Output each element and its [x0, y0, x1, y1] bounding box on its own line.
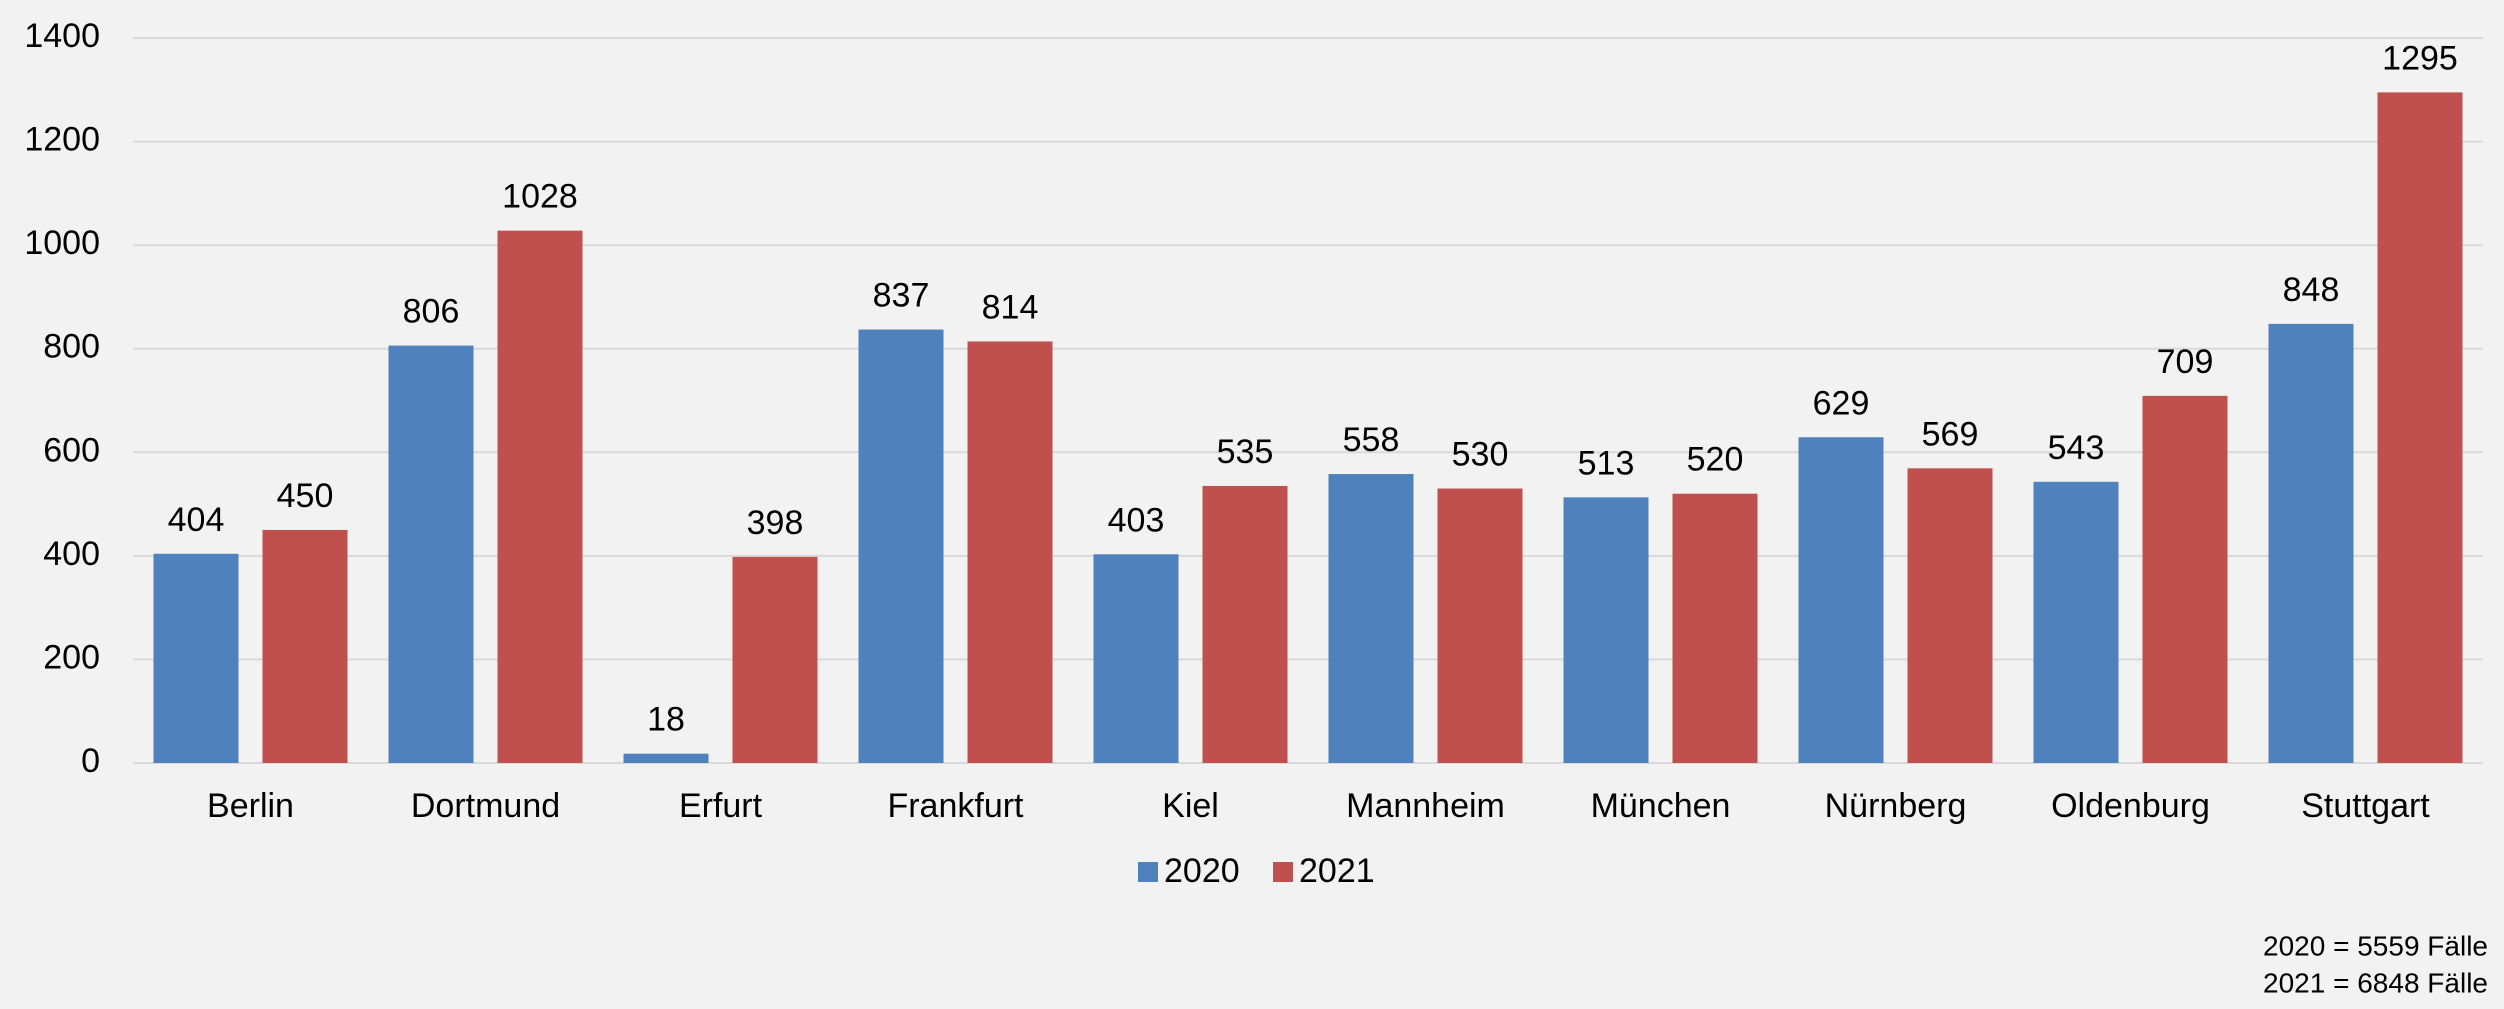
x-tick-label: Mannheim — [1346, 787, 1505, 825]
x-tick-label: Erfurt — [679, 787, 763, 825]
data-label: 569 — [1922, 415, 1979, 453]
legend-label: 2021 — [1299, 852, 1375, 890]
bar — [1798, 437, 1884, 763]
data-label: 543 — [2048, 429, 2105, 467]
x-tick-label: Oldenburg — [2051, 787, 2210, 825]
bar — [1437, 488, 1523, 763]
data-label: 848 — [2283, 271, 2340, 309]
y-tick-label: 1400 — [24, 17, 100, 55]
x-tick-label: München — [1591, 787, 1731, 825]
data-label: 837 — [873, 277, 930, 315]
data-label: 629 — [1813, 384, 1870, 422]
data-label: 806 — [403, 293, 460, 331]
data-label: 530 — [1452, 436, 1509, 474]
data-label: 398 — [747, 504, 804, 542]
data-label: 1295 — [2382, 39, 2458, 77]
bar — [1328, 474, 1414, 763]
x-tick-label: Dortmund — [411, 787, 560, 825]
legend-swatch — [1273, 862, 1293, 882]
x-tick-label: Frankfurt — [887, 787, 1024, 825]
bar — [2033, 481, 2119, 763]
bar — [2377, 92, 2463, 763]
x-tick-label: Nürnberg — [1825, 787, 1967, 825]
data-label: 1028 — [502, 178, 578, 216]
bar — [388, 345, 474, 763]
bar — [2268, 323, 2354, 763]
data-label: 558 — [1343, 421, 1400, 459]
bar — [858, 329, 944, 763]
legend-swatch — [1138, 862, 1158, 882]
x-tick-label: Berlin — [207, 787, 294, 825]
bar — [1093, 554, 1179, 763]
legend-label: 2020 — [1164, 852, 1240, 890]
data-label: 18 — [647, 701, 685, 739]
y-tick-label: 400 — [43, 535, 100, 573]
footnote: 2020 = 5559 Fälle — [2263, 930, 2488, 961]
bar — [732, 556, 818, 763]
bar — [153, 553, 239, 763]
data-label: 535 — [1217, 433, 1274, 471]
bar — [262, 529, 348, 763]
x-tick-label: Kiel — [1162, 787, 1219, 825]
data-label: 403 — [1108, 501, 1165, 539]
y-tick-label: 1000 — [24, 224, 100, 262]
data-label: 404 — [168, 501, 225, 539]
bar — [967, 341, 1053, 763]
bar — [623, 753, 709, 763]
footnote: 2021 = 6848 Fälle — [2263, 967, 2488, 998]
data-label: 814 — [982, 288, 1039, 326]
bar — [497, 230, 583, 764]
bar — [1202, 485, 1288, 763]
bar — [1672, 493, 1758, 763]
data-label: 520 — [1687, 441, 1744, 479]
y-tick-label: 200 — [43, 638, 100, 676]
data-label: 450 — [277, 477, 334, 515]
y-tick-label: 600 — [43, 431, 100, 469]
bar — [1563, 497, 1649, 763]
y-tick-label: 1200 — [24, 121, 100, 159]
data-label: 513 — [1578, 444, 1635, 482]
y-tick-label: 800 — [43, 328, 100, 366]
bar — [1907, 468, 1993, 763]
y-tick-label: 0 — [81, 742, 100, 780]
data-label: 709 — [2157, 343, 2214, 381]
bar — [2142, 395, 2228, 763]
x-tick-label: Stuttgart — [2301, 787, 2430, 825]
